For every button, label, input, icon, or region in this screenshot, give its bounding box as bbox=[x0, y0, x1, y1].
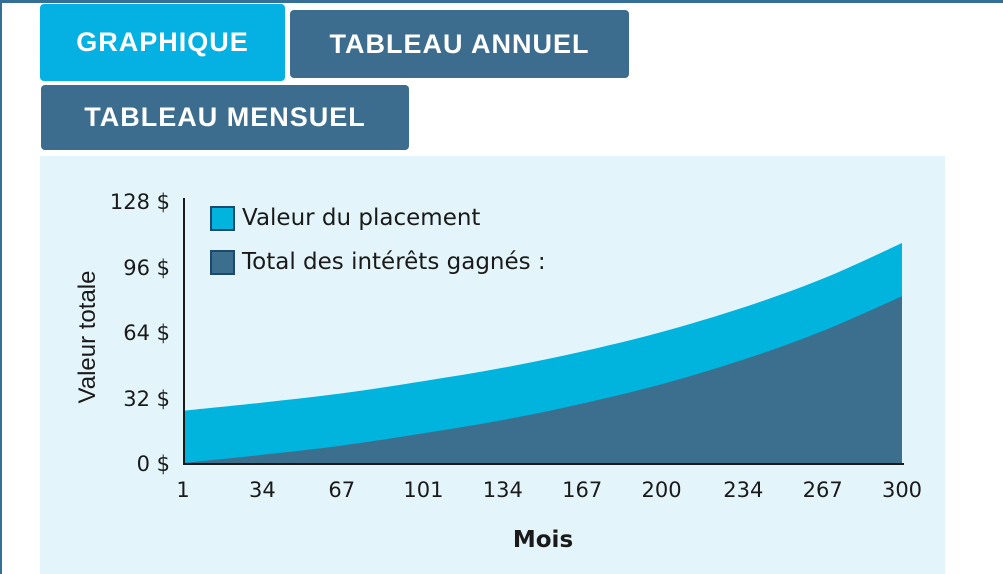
x-tick-label: 34 bbox=[248, 478, 276, 502]
x-tick-label: 67 bbox=[328, 478, 356, 502]
y-tick-label: 128 $ bbox=[109, 190, 170, 215]
x-tick-label: 101 bbox=[403, 478, 444, 502]
tab-graphique-label: GRAPHIQUE bbox=[76, 27, 249, 57]
x-tick-label: 300 bbox=[881, 478, 923, 502]
stacked-area-chart bbox=[183, 198, 904, 465]
x-tick-label: 267 bbox=[802, 478, 843, 502]
y-tick-label: 32 $ bbox=[123, 386, 170, 411]
interest-earned-area bbox=[183, 296, 902, 464]
tab-tableau-mensuel[interactable]: TABLEAU MENSUEL bbox=[41, 85, 409, 150]
chart-legend: Valeur du placement Total des intérêts g… bbox=[210, 205, 546, 275]
interest-earned-swatch-icon bbox=[210, 249, 235, 275]
legend-item-interest-earned: Total des intérêts gagnés : bbox=[210, 249, 546, 275]
x-tick-label: 200 bbox=[641, 478, 682, 502]
left-border-bar bbox=[0, 0, 2, 574]
tab-tableau-annuel[interactable]: TABLEAU ANNUEL bbox=[290, 10, 629, 78]
x-tick-label: 134 bbox=[482, 478, 523, 502]
tab-graphique[interactable]: GRAPHIQUE bbox=[40, 4, 285, 81]
investment-value-swatch-icon bbox=[210, 205, 235, 231]
tab-tableau-mensuel-label: TABLEAU MENSUEL bbox=[84, 102, 366, 132]
legend-label-investment-value: Valeur du placement bbox=[242, 205, 481, 231]
top-border-bar bbox=[0, 0, 1003, 3]
x-tick-label: 234 bbox=[723, 478, 764, 502]
legend-label-interest-earned: Total des intérêts gagnés : bbox=[242, 249, 546, 275]
x-tick-label: 1 bbox=[176, 478, 190, 502]
x-tick-label: 167 bbox=[562, 478, 603, 502]
y-tick-label: 64 $ bbox=[123, 321, 170, 346]
y-tick-label: 96 $ bbox=[123, 255, 170, 280]
x-axis-title: Mois bbox=[512, 527, 574, 553]
tab-tableau-annuel-label: TABLEAU ANNUEL bbox=[329, 28, 590, 59]
legend-item-investment-value: Valeur du placement bbox=[210, 205, 546, 231]
y-tick-label: 0 $ bbox=[136, 452, 170, 476]
